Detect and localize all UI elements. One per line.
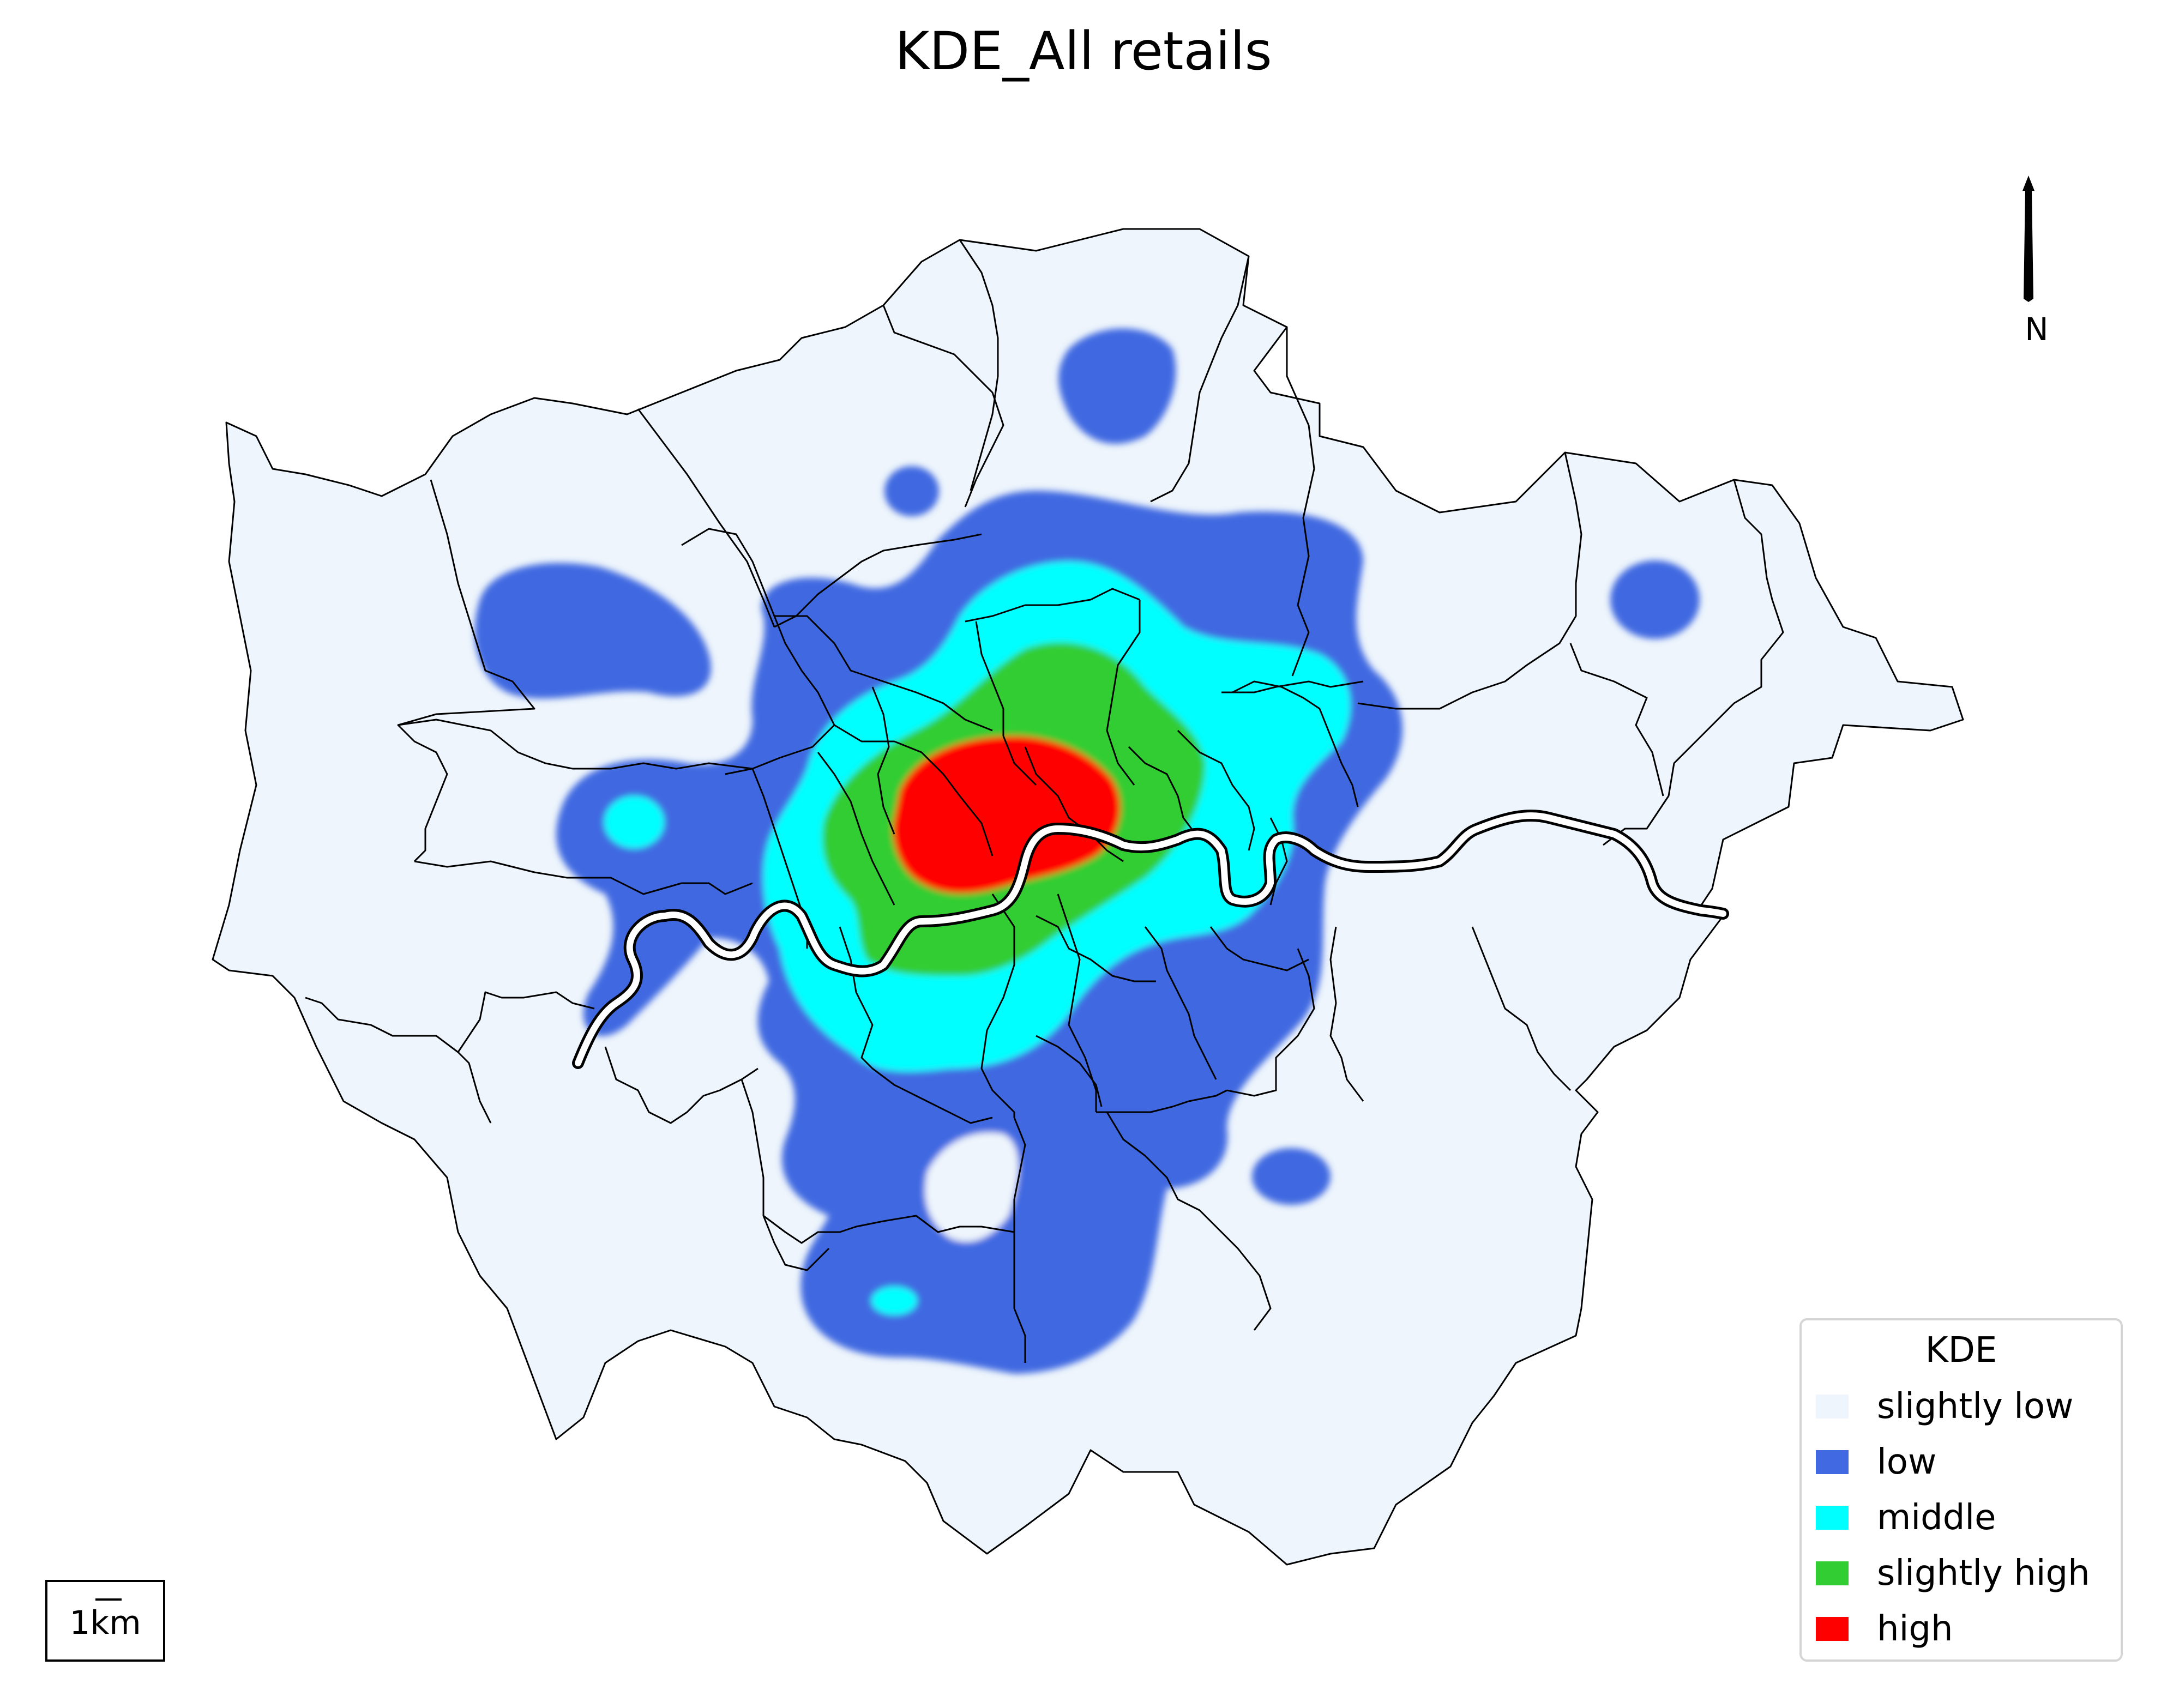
boundary-bromley: [1106, 1112, 1272, 1331]
kde-zone-low-north-small: [884, 466, 939, 516]
boundary-inner-1: [871, 686, 895, 835]
boundary-lewisham-bromley: [1096, 1089, 1227, 1113]
boundary-richmond-kingston: [457, 991, 595, 1053]
boundary-havering: [1603, 479, 1784, 846]
boundary-wandsworth: [839, 926, 993, 1124]
boundary-newham: [1232, 680, 1359, 807]
legend-swatch: [1816, 1450, 1849, 1474]
thames-river: [572, 810, 1729, 1069]
kde-surface: [474, 328, 1700, 1374]
boundary-enfield-south: [959, 239, 999, 491]
kde-zone-low-nw: [474, 563, 711, 699]
kde-zone-low-se: [1252, 1148, 1331, 1205]
boundary-harrow-barnet: [637, 408, 775, 627]
legend-label: middle: [1877, 1498, 1996, 1538]
boundary-barnet-south: [774, 533, 982, 628]
scale-label: 1km: [69, 1604, 141, 1642]
borough-boundaries: [212, 228, 1964, 1566]
map-title: KDE_All retails: [895, 21, 1272, 82]
boundary-southwark: [980, 894, 1015, 1118]
north-label: N: [2025, 311, 2049, 348]
boundary-waltham-forest: [1286, 327, 1315, 677]
legend-label: low: [1877, 1442, 1937, 1482]
boundary-sutton: [763, 1215, 1015, 1244]
boundary-inner-6: [1209, 926, 1309, 971]
legend-label: slightly high: [1877, 1553, 2090, 1594]
boundary-tower-hamlets: [1177, 729, 1255, 851]
boundary-inner-5: [1144, 926, 1217, 1080]
boundary-richmond: [305, 997, 492, 1124]
boundary-islington: [975, 621, 1037, 786]
legend-item-high: high: [1816, 1607, 1953, 1651]
legend-label: slightly low: [1877, 1386, 2074, 1427]
boundary-kensington: [817, 752, 895, 906]
legend-item-middle: middle: [1816, 1496, 1996, 1540]
legend: KDE slightly low low middle slightly hig…: [1799, 1318, 2123, 1662]
boundary-greenwich: [1329, 926, 1364, 1102]
boundary-inner-7: [1269, 817, 1288, 906]
legend-swatch: [1816, 1561, 1849, 1585]
legend-item-low: low: [1816, 1440, 1936, 1484]
boundary-hounslow: [414, 860, 753, 895]
boundary-haringey-south: [965, 588, 1140, 623]
boundary-redbridge: [1357, 452, 1582, 710]
legend-item-slightly-low: slightly low: [1816, 1385, 2073, 1428]
kde-hole-south: [925, 1132, 1019, 1242]
scale-bar: [95, 1598, 122, 1601]
boundary-camden: [774, 615, 993, 732]
scale-bar-box: 1km: [45, 1580, 165, 1662]
london-outline-stroke: [212, 228, 1964, 1566]
legend-title: KDE: [1925, 1330, 1997, 1371]
kde-zone-middle-south: [871, 1287, 917, 1315]
boundary-inner-3: [1128, 746, 1201, 840]
boundary-waltham-south: [1221, 680, 1364, 693]
boundary-enfield-haringey: [1150, 256, 1250, 503]
legend-label: high: [1877, 1609, 1953, 1649]
boundary-barking: [1569, 643, 1664, 796]
boundary-bexley: [1226, 948, 1315, 1097]
boundary-inner-8: [1036, 1035, 1103, 1107]
boundary-barnet-enfield: [882, 305, 1004, 508]
boundary-inner-2: [1024, 746, 1124, 862]
north-arrow-icon: [2022, 176, 2034, 302]
legend-swatch: [1816, 1395, 1849, 1419]
boundary-kingston: [604, 1046, 759, 1124]
legend-item-slightly-high: slightly high: [1816, 1552, 2090, 1595]
boundary-bexley-east: [1471, 926, 1572, 1091]
kde-zone-low-ne: [1610, 560, 1700, 639]
thames-river-water: [575, 812, 1726, 1066]
boundary-inner-4: [1036, 915, 1156, 982]
boundary-croydon: [1013, 1117, 1026, 1363]
legend-swatch: [1816, 1617, 1849, 1641]
legend-swatch: [1816, 1506, 1849, 1530]
boundary-brent: [681, 528, 835, 775]
boundary-westminster: [834, 724, 994, 856]
kde-zone-middle-west: [604, 796, 664, 848]
kde-zone-low-north: [1058, 328, 1176, 444]
boundary-ealing: [398, 719, 753, 770]
boundary-lambeth: [1057, 894, 1097, 1112]
boundary-hackney: [1106, 600, 1141, 786]
kde-zone-high: [893, 736, 1121, 894]
